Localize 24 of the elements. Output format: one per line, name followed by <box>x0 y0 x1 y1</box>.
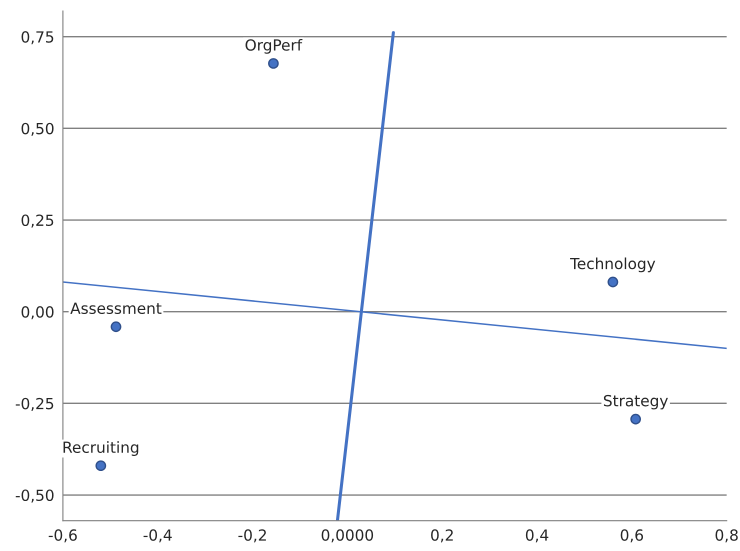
annotation: Technology <box>570 257 656 272</box>
y-tick-label: 0,50 <box>22 122 54 136</box>
x-tick-label: 0,8 <box>716 529 738 542</box>
x-tick-label: 0,4 <box>526 529 548 542</box>
point <box>95 460 106 472</box>
annotation: Recruiting <box>64 441 138 456</box>
point <box>630 414 641 424</box>
y-tick-label: 0,00 <box>22 306 54 320</box>
x-tick-label: 0,2 <box>431 529 453 542</box>
point <box>110 321 122 332</box>
x-tick-label: 0,6 <box>620 529 644 542</box>
annotation: OrgPerf <box>246 38 302 54</box>
x-tick-label: -0,4 <box>144 529 172 542</box>
y-tick-label: -0,25 <box>16 398 54 411</box>
y-tick-label: 0,75 <box>22 31 54 44</box>
point <box>608 276 618 288</box>
x-tick-label: -0,2 <box>238 529 266 542</box>
point <box>268 58 279 69</box>
y-tick-label: -0,50 <box>16 489 54 503</box>
x-tick-label: -0,6 <box>48 529 77 542</box>
y-tick-label: 0,25 <box>22 214 54 228</box>
annotation: Strategy <box>604 394 668 410</box>
annotation: Assessment <box>70 302 162 314</box>
x-tick-label: 0,0000 <box>322 529 374 542</box>
